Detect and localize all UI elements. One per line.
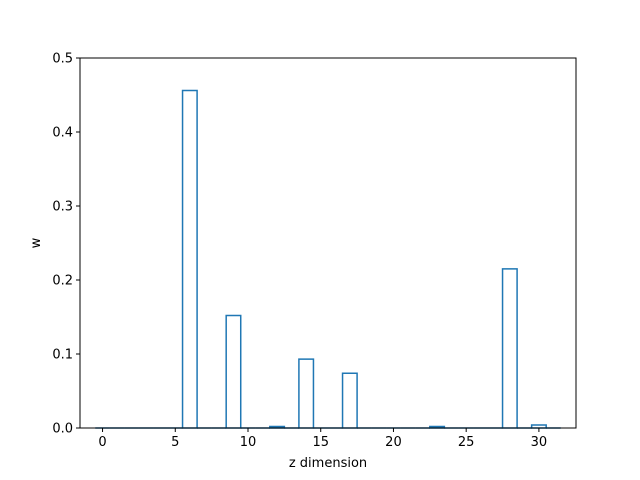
x-tick-label: 20 xyxy=(385,435,402,450)
x-tick-label: 0 xyxy=(98,435,106,450)
bar-series xyxy=(95,89,561,429)
y-tick-label: 0.0 xyxy=(52,422,73,437)
y-tick-label: 0.5 xyxy=(52,52,73,67)
x-tick-label: 30 xyxy=(531,435,548,450)
x-axis-ticks: 0 5 10 15 20 25 30 xyxy=(98,428,547,450)
y-axis-label: w xyxy=(29,237,44,248)
y-tick-label: 0.4 xyxy=(52,126,73,141)
y-tick-label: 0.3 xyxy=(52,200,73,215)
y-tick-label: 0.1 xyxy=(52,348,73,363)
bar xyxy=(225,314,242,429)
plot-frame xyxy=(79,57,577,429)
x-tick-label: 15 xyxy=(312,435,329,450)
x-tick-label: 5 xyxy=(171,435,179,450)
y-axis-ticks: 0.0 0.1 0.2 0.3 0.4 0.5 xyxy=(52,52,80,437)
x-tick-label: 10 xyxy=(240,435,257,450)
x-axis-label: z dimension xyxy=(289,456,367,471)
bar xyxy=(341,372,358,429)
y-tick-label: 0.2 xyxy=(52,274,73,289)
bar xyxy=(181,89,198,429)
bar xyxy=(298,358,315,429)
bar xyxy=(501,268,518,429)
x-tick-label: 25 xyxy=(458,435,475,450)
